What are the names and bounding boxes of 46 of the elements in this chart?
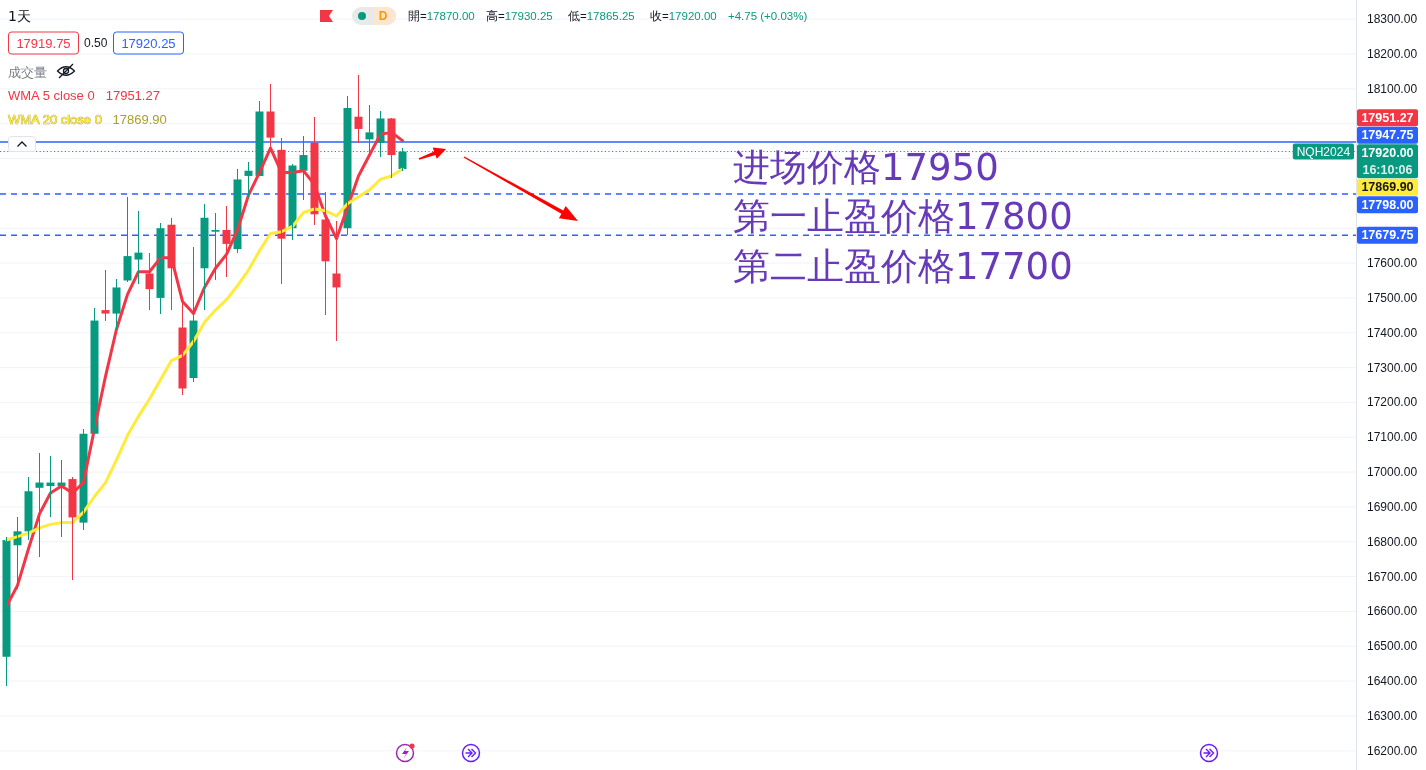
- annotation: +4.75 (+0.03%): [728, 10, 808, 22]
- annotation: 17920.25: [121, 35, 176, 51]
- annotation: 低=17865.25: [568, 10, 635, 22]
- candlestick: [211, 212, 220, 281]
- y-tick-label: 17500.00: [1367, 290, 1418, 305]
- y-tick-label: 16400.00: [1367, 674, 1418, 689]
- ref-line-label: 17679.75: [1361, 228, 1414, 243]
- text: WMA 5 close 0: [8, 87, 95, 103]
- y-tick-label: 17100.00: [1367, 430, 1418, 445]
- y-tick-label: 16700.00: [1367, 569, 1418, 584]
- text: 17951.27: [1361, 110, 1414, 125]
- annotation: 收=17920.00: [650, 10, 717, 22]
- annotation: NQH2024: [1296, 144, 1351, 159]
- ref-line-label: 17920.00: [1361, 145, 1414, 160]
- annotation: 高=17930.25: [486, 9, 553, 22]
- y-tick-label: 17600.00: [1367, 256, 1418, 271]
- annotation: 第二止盈价格17700: [733, 244, 1073, 288]
- annotation: D: [378, 9, 388, 23]
- y-tick-label: 16300.00: [1367, 709, 1418, 723]
- y-tick-label: 16500.00: [1367, 639, 1418, 654]
- ref-line-label: 17947.75: [1361, 128, 1414, 143]
- text: WMA 20 close 0: [8, 111, 102, 127]
- annotation: 成交量: [8, 64, 47, 80]
- annotation: 17951.27: [105, 87, 160, 103]
- y-tick-label: 17000.00: [1367, 465, 1418, 480]
- y-tick-label: 17200.00: [1367, 395, 1418, 410]
- text: 1天: [8, 8, 31, 24]
- y-tick-label: 16200.00: [1367, 743, 1418, 758]
- y-tick-label: 18300.00: [1367, 12, 1418, 27]
- y-tick-label: 16800.00: [1367, 534, 1418, 549]
- text: 17869.90: [1361, 180, 1414, 195]
- annotation: 17919.75: [16, 35, 71, 51]
- y-tick-label: 16600.00: [1367, 604, 1418, 619]
- text: 16:10:06: [1362, 162, 1413, 177]
- y-tick-label: 17300.00: [1367, 360, 1418, 375]
- ref-line-label: 17798.00: [1361, 197, 1414, 212]
- y-tick-label: 17400.00: [1367, 325, 1418, 340]
- y-tick-label: 18100.00: [1367, 81, 1418, 96]
- annotation: 17869.90: [112, 111, 167, 127]
- annotation: 第一止盈价格17800: [733, 194, 1073, 238]
- annotation: 0.50: [84, 36, 108, 50]
- annotation: 開=17870.00: [408, 10, 475, 22]
- annotation: 进场价格17950: [733, 145, 999, 189]
- candlestick: [101, 269, 110, 322]
- y-tick-label: 16900.00: [1367, 499, 1418, 514]
- y-tick-label: 18200.00: [1367, 47, 1418, 61]
